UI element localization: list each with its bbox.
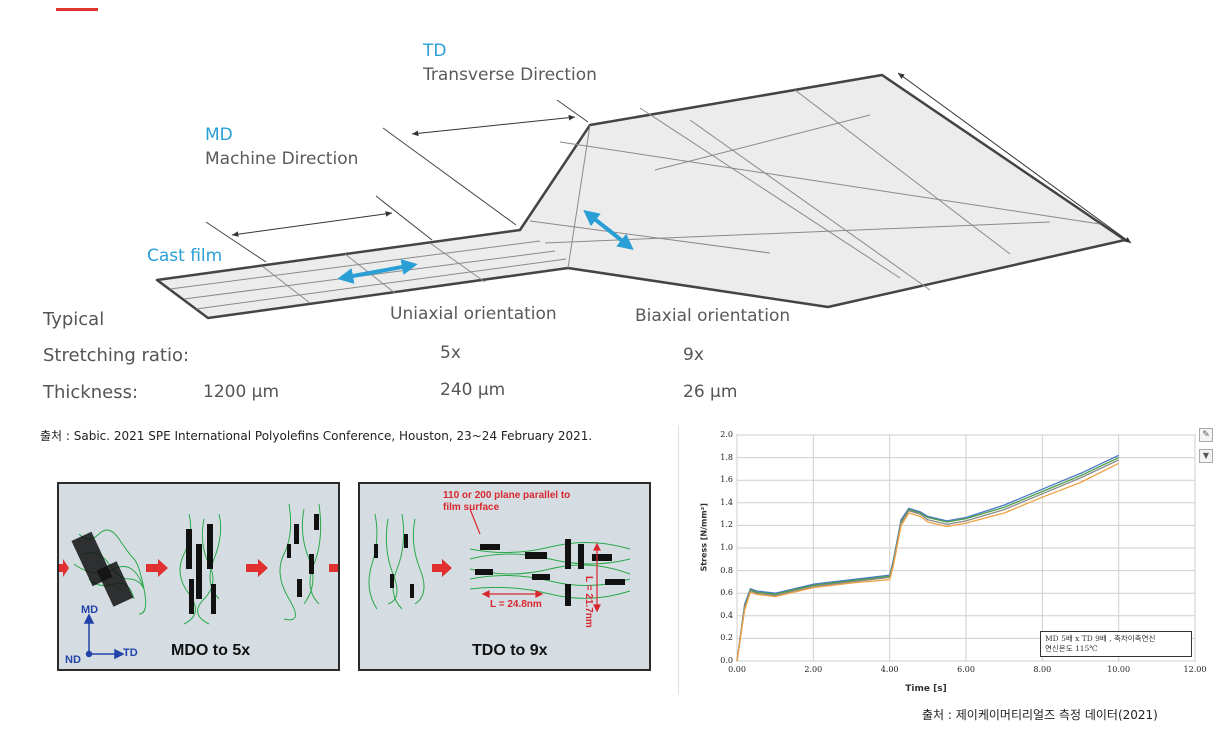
legend-line-2: 연신온도 115℃	[1045, 644, 1098, 653]
td-stretch-arrow	[583, 210, 634, 250]
filter-icon[interactable]: ▼	[1199, 449, 1213, 463]
typical-label: Typical	[43, 309, 105, 330]
source-right: 출처 : 제이케이머티리얼즈 측정 데이터(2021)	[922, 708, 1158, 722]
axis-nd-label: ND	[65, 654, 81, 666]
film-stretching-diagram	[155, 72, 1132, 320]
y-tick-label: 0.8	[720, 565, 733, 575]
stretch-biaxial-value: 9x	[683, 345, 704, 365]
x-tick-label: 4.00	[880, 665, 899, 674]
axis-md-label: MD	[81, 604, 99, 616]
series-line-sample-4	[736, 462, 1119, 662]
x-tick-label: 2.00	[804, 665, 823, 674]
x-tick-label: 10.00	[1107, 665, 1131, 674]
thickness-label: Thickness:	[43, 382, 139, 403]
stress-time-chart: 0.0 0.2 0.4 0.6 0.8 1.0 1.2 1.4 1.6 1.8 2.0 0.00 2.…	[686, 425, 1226, 700]
x-tick-label: 0.00	[728, 665, 746, 674]
chart-xlabel: Time [s]	[905, 684, 947, 694]
thickness-cast-value: 1200 μm	[203, 382, 280, 402]
leader-lines	[205, 99, 589, 263]
x-tick-label: 6.00	[957, 665, 975, 674]
y-tick-label: 1.4	[720, 497, 733, 507]
tdo-dim-horizontal: L = 24.8nm	[490, 599, 542, 610]
tdo-crystal-sketch	[368, 508, 631, 613]
edit-icon[interactable]: ✎	[1199, 428, 1213, 442]
x-tick-label: 12.00	[1183, 665, 1207, 674]
accent-bar	[56, 8, 98, 11]
td-dimension-arrow	[411, 114, 576, 137]
y-tick-label: 2.0	[720, 430, 733, 439]
y-tick-label: 1.6	[720, 475, 733, 485]
biaxial-edge-arrow	[897, 72, 1132, 244]
chart-series	[736, 454, 1119, 662]
md-abbr-label: MD	[205, 125, 233, 145]
md-dimension-arrow	[231, 211, 393, 237]
series-line-sample-1	[736, 454, 1119, 662]
tdo-plane-note: 110 or 200 plane parallel to film surfac…	[443, 490, 571, 513]
series-line-sample-3	[736, 459, 1119, 662]
stretch-uniaxial-value: 5x	[440, 343, 461, 363]
tdo-panel: 110 or 200 plane parallel to film surfac…	[358, 482, 651, 671]
md-full-label: Machine Direction	[205, 149, 359, 169]
x-tick-label: 8.00	[1033, 665, 1052, 674]
source-left: 출처 : Sabic. 2021 SPE International Polyo…	[40, 429, 593, 443]
tdo-caption: TDO to 9x	[472, 642, 548, 659]
td-abbr-label: TD	[423, 41, 447, 61]
uniaxial-label: Uniaxial orientation	[390, 304, 557, 324]
y-tick-label: 0.6	[720, 588, 733, 598]
y-tick-label: 1.0	[720, 543, 733, 552]
y-tick-label: 0.0	[720, 656, 733, 665]
mdo-crystal-sketch	[59, 503, 338, 660]
tdo-dim-vertical: L = 21.7nm	[583, 576, 594, 628]
td-full-label: Transverse Direction	[423, 65, 597, 85]
y-tick-label: 1.8	[720, 452, 733, 462]
chart-plot	[736, 434, 1196, 662]
legend-line-1: MD 5배 x TD 9배 , 축차이축연신	[1045, 634, 1156, 643]
y-tick-label: 0.4	[720, 610, 733, 620]
divider	[678, 425, 679, 695]
thickness-biaxial-value: 26 μm	[683, 382, 738, 402]
y-tick-label: 1.2	[720, 520, 733, 530]
biaxial-label: Biaxial orientation	[635, 306, 791, 326]
thickness-uniaxial-value: 240 μm	[440, 380, 506, 400]
chart-legend: MD 5배 x TD 9배 , 축차이축연신 연신온도 115℃	[1040, 631, 1192, 657]
film-sheet	[155, 73, 1127, 320]
md-stretch-arrow	[337, 259, 418, 284]
axis-td-label: TD	[123, 647, 138, 659]
y-tick-label: 0.2	[720, 633, 733, 643]
mdo-panel: MD TD ND MDO to 5x	[57, 482, 340, 671]
cast-film-label: Cast film	[147, 246, 223, 266]
mdo-caption: MDO to 5x	[171, 642, 251, 659]
stretching-ratio-label: Stretching ratio:	[43, 345, 190, 366]
chart-ylabel: Stress [N/mm²]	[699, 503, 709, 572]
